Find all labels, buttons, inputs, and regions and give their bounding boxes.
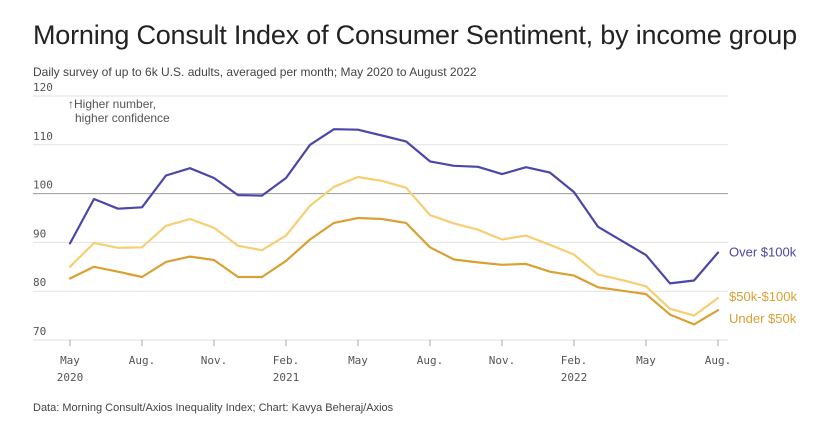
- chart-title: Morning Consult Index of Consumer Sentim…: [33, 20, 797, 50]
- x-tick-label: Aug.: [417, 354, 444, 367]
- y-tick-label: 120: [33, 81, 53, 94]
- x-tick-label: Feb.: [561, 354, 588, 367]
- x-tick-year: 2022: [561, 371, 588, 384]
- x-tick-year: 2021: [273, 371, 300, 384]
- x-tick-label: Aug.: [705, 354, 732, 367]
- x-tick-label: May: [348, 354, 368, 367]
- chart-subtitle: Daily survey of up to 6k U.S. adults, av…: [33, 65, 477, 79]
- gridlines: [33, 95, 728, 341]
- chart-source: Data: Morning Consult/Axios Inequality I…: [33, 402, 394, 414]
- series-line-2: [68, 216, 720, 326]
- y-axis-tick-labels: 70 80 90 100 110 120: [33, 81, 53, 338]
- x-tick-label: Aug.: [129, 354, 156, 367]
- y-tick-label: 90: [33, 227, 46, 240]
- x-axis-tick-labels: May 2020 Aug. Nov. Feb. 2021 May Aug. Nov. Feb. 20…: [57, 340, 732, 384]
- y-tick-label: 70: [33, 325, 46, 338]
- series-label: Under $50k: [729, 311, 797, 326]
- x-tick-label: Nov.: [489, 354, 516, 367]
- series-line-1: [68, 175, 720, 317]
- x-tick-label: Nov.: [201, 354, 228, 367]
- y-tick-label: 80: [33, 276, 46, 289]
- x-tick-label: Feb.: [273, 354, 300, 367]
- annotation-line-2: higher confidence: [75, 111, 170, 125]
- y-tick-label: 100: [33, 179, 53, 192]
- series-labels: Over $100k $50k-$100k Under $50k: [729, 245, 797, 326]
- x-tick-label: May: [60, 354, 80, 367]
- series-line-0: [68, 128, 720, 285]
- y-tick-label: 110: [33, 130, 53, 143]
- series-lines: [68, 128, 720, 326]
- series-label: $50k-$100k: [729, 289, 797, 304]
- x-tick-label: May: [636, 354, 656, 367]
- annotation-line-1: ↑Higher number,: [68, 97, 156, 111]
- x-tick-year: 2020: [57, 371, 84, 384]
- series-label: Over $100k: [729, 245, 797, 260]
